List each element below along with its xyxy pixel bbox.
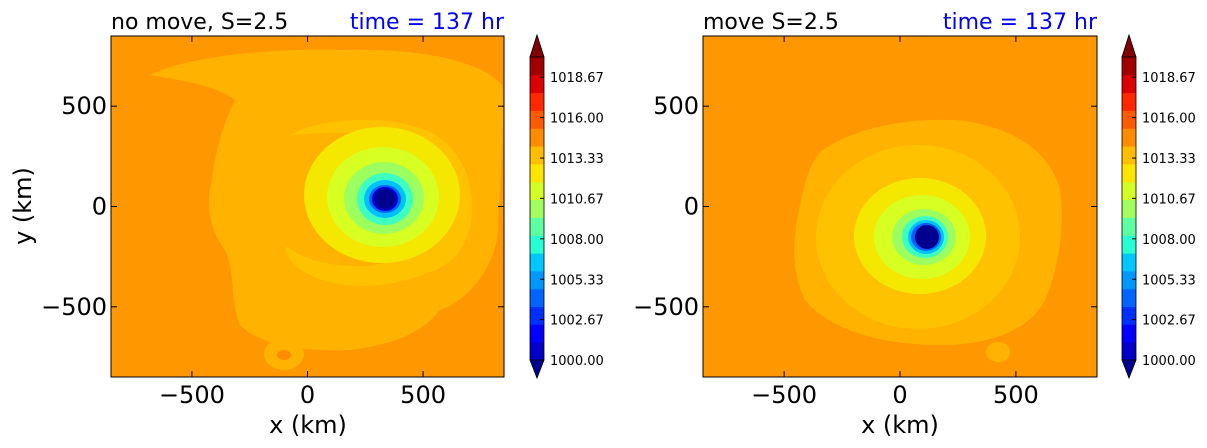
panel-move: move S=2.5 time = 137 hr −500 0 500 −500 0 50… bbox=[633, 10, 1196, 439]
colorbar-segment bbox=[1122, 181, 1136, 201]
colorbar-segment bbox=[1122, 199, 1136, 218]
x-axis-label: x (km) bbox=[861, 411, 939, 439]
plot-area bbox=[703, 36, 1097, 377]
colorbar-segment bbox=[1122, 74, 1136, 94]
colorbar-segment bbox=[530, 92, 544, 111]
colorbar-segment bbox=[530, 288, 544, 308]
colorbar-segment bbox=[1122, 253, 1136, 272]
colorbar-segment bbox=[1122, 235, 1136, 254]
colorbar-tick-label: 1005.33 bbox=[1142, 273, 1196, 288]
colorbar-segment bbox=[1122, 342, 1136, 361]
x-tick-label: 0 bbox=[892, 381, 907, 409]
colorbar-segment bbox=[530, 74, 544, 94]
colorbar-segment bbox=[530, 217, 544, 236]
colorbar-segment bbox=[1122, 288, 1136, 308]
colorbar-extend-max bbox=[1121, 33, 1137, 58]
panel-no-move: no move, S=2.5 time = 137 hr −500 0 500−50… bbox=[9, 10, 604, 439]
x-tick-label: 0 bbox=[300, 381, 315, 409]
colorbar-segment bbox=[1122, 110, 1136, 129]
x-tick-label: −500 bbox=[159, 381, 225, 409]
colorbar-frame bbox=[1121, 56, 1137, 361]
y-tick-label: 0 bbox=[684, 193, 699, 221]
colorbar: 1000.00 1002.67 1005.33 1008.00 1010.67 1013.… bbox=[529, 33, 604, 380]
colorbar-segment bbox=[530, 342, 544, 361]
vortex-center bbox=[915, 225, 939, 249]
colorbar: 1000.00 1002.67 1005.33 1008.00 1010.67 1013.… bbox=[1121, 33, 1196, 380]
colorbar-segment bbox=[530, 270, 544, 290]
colorbar-segment bbox=[1122, 270, 1136, 290]
colorbar-frame bbox=[529, 56, 545, 361]
time-label: time = 137 hr bbox=[943, 10, 1098, 35]
colorbar-tick-label: 1008.00 bbox=[550, 233, 604, 248]
colorbar-tick-label: 1000.00 bbox=[1142, 354, 1196, 369]
colorbar-segment bbox=[530, 110, 544, 129]
colorbar-segment bbox=[1122, 306, 1136, 325]
axes: −500 0 500 −500 0 500 bbox=[41, 36, 504, 409]
colorbar-tick-label: 1013.33 bbox=[1142, 152, 1196, 167]
colorbar-segment bbox=[530, 324, 544, 343]
panel-title: move S=2.5 bbox=[703, 10, 839, 35]
colorbar-tick-label: 1000.00 bbox=[550, 354, 604, 369]
colorbar-tick-label: 1010.67 bbox=[1142, 192, 1196, 207]
y-tick-label: 500 bbox=[653, 92, 699, 120]
y-tick-label: −500 bbox=[633, 293, 699, 321]
axes: −500 0 500 −500 0 500 bbox=[633, 36, 1097, 409]
colorbar-tick-label: 1002.67 bbox=[550, 314, 604, 329]
colorbar-tick-label: 1002.67 bbox=[1142, 314, 1196, 329]
colorbar-segment bbox=[1122, 163, 1136, 183]
colorbar-tick-label: 1010.67 bbox=[550, 192, 604, 207]
colorbar-tick-label: 1013.33 bbox=[550, 152, 604, 167]
colorbar-tick-label: 1005.33 bbox=[550, 273, 604, 288]
colorbar-segment bbox=[1122, 57, 1136, 76]
colorbar-extend-min bbox=[529, 359, 545, 380]
small-eddy bbox=[986, 342, 1010, 362]
colorbar-segment bbox=[1122, 217, 1136, 236]
colorbar-tick-label: 1016.00 bbox=[1142, 112, 1196, 127]
y-tick-label: 500 bbox=[61, 92, 107, 120]
x-tick-label: −500 bbox=[751, 381, 817, 409]
colorbar-segment bbox=[1122, 128, 1136, 147]
time-label: time = 137 hr bbox=[350, 10, 505, 35]
colorbar-tick-label: 1018.67 bbox=[1142, 71, 1196, 86]
colorbar-segment bbox=[530, 146, 544, 165]
y-tick-label: 0 bbox=[92, 193, 107, 221]
plot-area bbox=[111, 36, 504, 377]
colorbar-segment bbox=[530, 253, 544, 272]
colorbar-segment bbox=[530, 57, 544, 76]
colorbar-segment bbox=[1122, 146, 1136, 165]
x-axis-label: x (km) bbox=[269, 411, 347, 439]
panel-title: no move, S=2.5 bbox=[111, 10, 288, 35]
spiral-band bbox=[285, 119, 473, 286]
colorbar-segment bbox=[530, 235, 544, 254]
x-tick-label: 500 bbox=[993, 381, 1039, 409]
vortex-center bbox=[375, 189, 395, 209]
colorbar-segment bbox=[530, 163, 544, 183]
colorbar-tick-label: 1016.00 bbox=[550, 112, 604, 127]
y-axis-label: y (km) bbox=[9, 167, 37, 245]
colorbar-segment bbox=[1122, 92, 1136, 111]
colorbar-tick-label: 1018.67 bbox=[550, 71, 604, 86]
colorbar-extend-min bbox=[1121, 359, 1137, 380]
colorbar-extend-max bbox=[529, 33, 545, 58]
colorbar-segment bbox=[530, 306, 544, 325]
y-tick-label: −500 bbox=[41, 293, 107, 321]
x-tick-label: 500 bbox=[400, 381, 446, 409]
colorbar-segment bbox=[530, 199, 544, 218]
colorbar-segment bbox=[1122, 324, 1136, 343]
colorbar-segment bbox=[530, 128, 544, 147]
colorbar-segment bbox=[530, 181, 544, 201]
small-eddy-center bbox=[277, 350, 291, 360]
colorbar-tick-label: 1008.00 bbox=[1142, 233, 1196, 248]
